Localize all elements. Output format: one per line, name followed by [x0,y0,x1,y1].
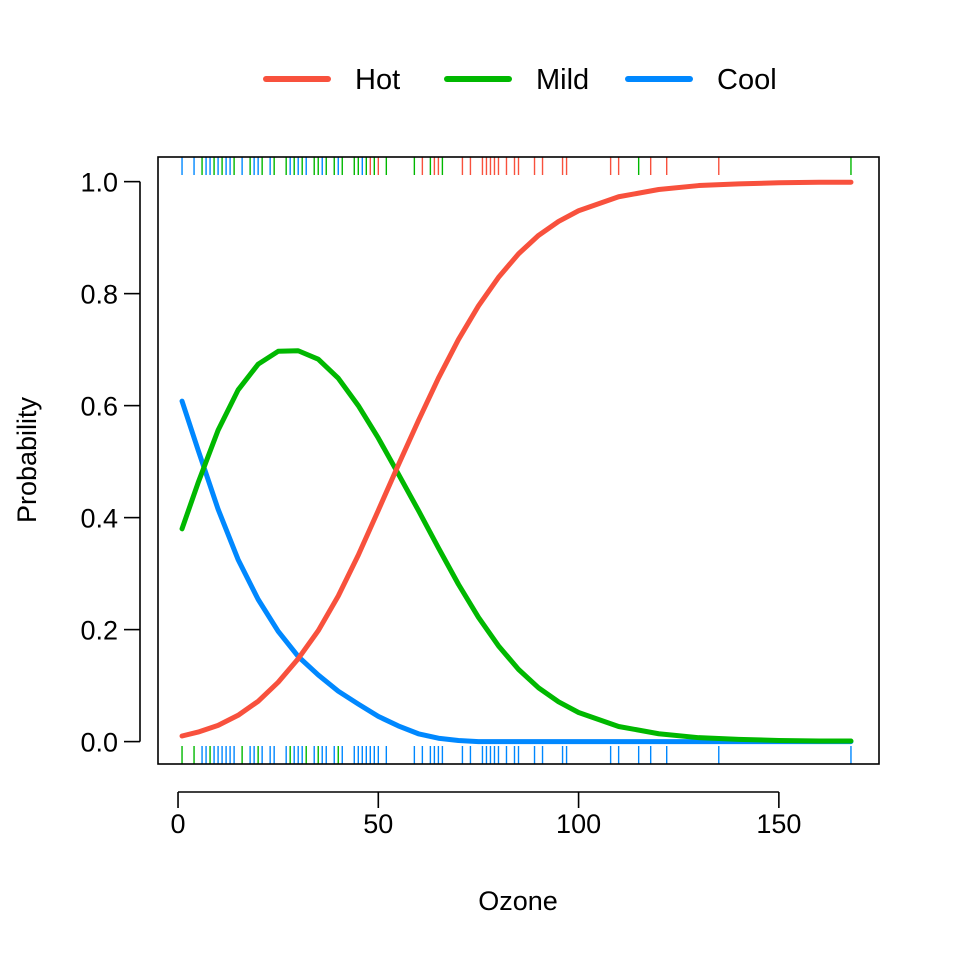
y-tick-label: 0.2 [80,616,118,646]
y-tick-label: 0.8 [80,280,118,310]
series-line-hot [179,179,854,739]
legend-label-cool: Cool [717,64,777,96]
y-axis: 0.0 0.2 0.4 0.6 0.8 1.0 [80,168,141,758]
x-tick-label: 150 [756,809,801,839]
legend-label-hot: Hot [355,64,400,96]
series-lines [179,179,854,745]
y-tick-label: 0.6 [80,392,118,422]
y-tick-label: 0.4 [80,504,118,534]
y-tick-label: 0.0 [80,728,118,758]
series-line-mild [179,348,854,744]
y-axis-title: Probability [12,396,42,523]
x-tick-label: 50 [363,809,393,839]
rug-marks [181,157,852,764]
x-tick-label: 100 [556,809,601,839]
y-tick-label: 1.0 [80,168,118,198]
x-tick-label: 0 [171,809,186,839]
plot-frame [157,156,880,765]
x-axis: 0 50 100 150 [171,791,801,839]
series-line-cool [179,398,854,745]
legend-label-mild: Mild [536,64,589,96]
x-axis-title: Ozone [478,886,558,916]
legend: Hot Mild Cool [263,64,777,96]
